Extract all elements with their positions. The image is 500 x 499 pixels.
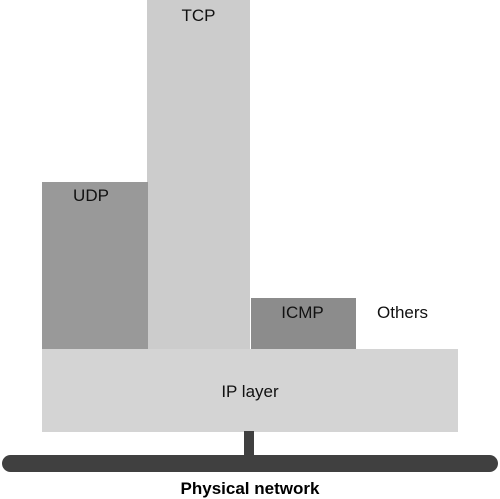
tcp-label: TCP — [181, 6, 216, 25]
icmp-block — [251, 298, 356, 350]
physical-network-label: Physical network — [180, 479, 320, 498]
ip-layer-label: IP layer — [221, 382, 279, 401]
others-label: Others — [377, 303, 429, 322]
udp-block — [42, 182, 148, 350]
udp-label: UDP — [73, 186, 109, 205]
network-connector — [244, 431, 254, 458]
ip-layer-block — [42, 349, 458, 432]
tcp-block — [147, 0, 250, 350]
icmp-label: ICMP — [281, 303, 324, 322]
physical-network-bus — [2, 455, 498, 472]
